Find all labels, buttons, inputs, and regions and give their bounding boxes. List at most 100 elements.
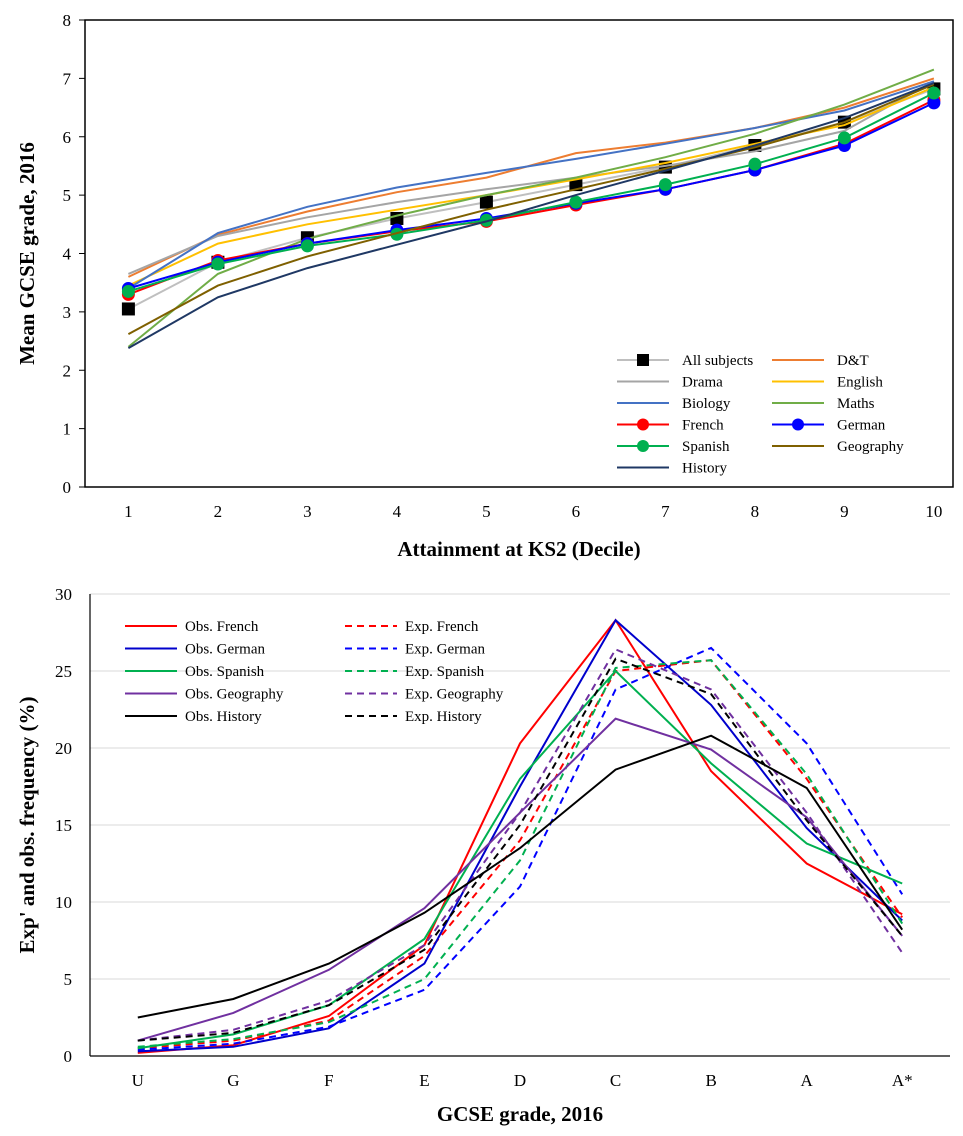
chart-2-x-tick-label: C <box>610 1071 621 1090</box>
chart-1-data-point <box>479 195 493 209</box>
chart-1-x-tick-label: 3 <box>303 502 312 521</box>
legend-item-exp-spanish: Exp. Spanish <box>345 664 485 680</box>
chart-2-y-tick-label: 25 <box>55 662 72 681</box>
chart-1-data-point <box>300 239 314 253</box>
chart-2-x-tick-label: F <box>324 1071 333 1090</box>
chart-1-y-tick-label: 1 <box>63 420 72 439</box>
chart-1-y-tick-label: 7 <box>63 69 72 88</box>
chart-1-data-point <box>837 131 851 145</box>
chart-1-mean-gcse-by-ks2: 0 1 2 3 4 5 6 7 8 1 2 3 4 5 6 7 8 9 10 Attainment at KS2 (D… <box>15 11 954 561</box>
legend-label: Exp. Spanish <box>405 664 485 680</box>
legend-label: English <box>837 375 883 391</box>
chart-1-data-point <box>479 213 493 227</box>
chart-2-series-line-obs-german <box>137 618 903 1053</box>
legend-label: Biology <box>682 396 731 412</box>
chart-1-data-point <box>390 227 404 241</box>
chart-2-series-line-obs-history <box>137 734 904 1019</box>
chart-2-series-line-obs-french <box>137 618 903 1054</box>
chart-2-x-tick-label: U <box>132 1071 144 1090</box>
legend-item-obs-geography: Obs. Geography <box>125 687 284 703</box>
legend-item-history: History <box>617 461 728 477</box>
chart-2-series-line-obs-spanish <box>137 669 903 1050</box>
legend-label: German <box>837 418 886 434</box>
chart-2-x-tick-label: B <box>705 1071 716 1090</box>
chart-1-series-geography <box>127 83 935 335</box>
chart-1-series-history <box>127 82 935 349</box>
legend-item-all-subjects: All subjects <box>617 353 753 369</box>
chart-2-x-axis-title: GCSE grade, 2016 <box>437 1102 603 1126</box>
chart-1-x-tick-label: 8 <box>751 502 760 521</box>
legend-item-exp-history: Exp. History <box>345 709 482 725</box>
legend-label: Obs. German <box>185 642 265 658</box>
legend-item-german: German <box>772 418 886 434</box>
legend-item-obs-french: Obs. French <box>125 619 259 635</box>
chart-1-data-point <box>927 96 941 110</box>
chart-1-legend: All subjects D&T Drama English Biology Maths F… <box>617 353 904 477</box>
chart-1-data-point <box>927 86 941 100</box>
legend-label: Exp. Geography <box>405 687 504 703</box>
chart-1-x-axis-title: Attainment at KS2 (Decile) <box>397 537 640 561</box>
chart-1-plot-frame <box>84 19 954 488</box>
chart-1-series-line-geography <box>127 83 935 335</box>
chart-1-data-point <box>121 284 135 298</box>
chart-1-series-d-t <box>127 77 935 278</box>
legend-label: D&T <box>837 353 869 369</box>
legend-label: Obs. History <box>185 709 262 725</box>
legend-label: All subjects <box>682 353 753 369</box>
legend-item-maths: Maths <box>772 396 875 412</box>
legend-item-biology: Biology <box>617 396 731 412</box>
chart-1-y-tick-label: 4 <box>63 245 72 264</box>
chart-1-y-axis-title: Mean GCSE grade, 2016 <box>15 142 39 365</box>
legend-label: Maths <box>837 396 875 412</box>
chart-2-series-line-exp-history <box>137 657 903 1042</box>
chart-1-x-tick-label: 6 <box>572 502 581 521</box>
chart-1-series-line-d-t <box>127 77 935 278</box>
chart-2-y-tick-label: 20 <box>55 739 72 758</box>
chart-1-data-point <box>748 157 762 171</box>
chart-2-series-line-exp-spanish <box>137 659 904 1048</box>
chart-1-y-tick-label: 8 <box>63 11 72 30</box>
chart-2-grade-frequency: 0 5 10 15 20 25 30 U G F E D C B A A* GCSE grade, 2016 Ex… <box>15 585 950 1126</box>
legend-item-obs-history: Obs. History <box>125 709 262 725</box>
legend-label: Obs. French <box>185 619 259 635</box>
chart-2-series-line-exp-german <box>137 646 904 1051</box>
chart-1-series-line-french <box>128 99 935 296</box>
chart-1-data-point <box>658 178 672 192</box>
chart-1-data-point <box>569 195 583 209</box>
legend-item-english: English <box>772 375 883 391</box>
chart-2-legend: Obs. French Exp. French Obs. German Exp. Ge… <box>125 619 504 725</box>
legend-item-d-t: D&T <box>772 353 869 369</box>
legend-swatch-marker <box>637 418 649 431</box>
chart-1-y-tick-label: 6 <box>63 128 72 147</box>
chart-1-series-line-spanish <box>128 92 935 293</box>
chart-1-x-tick-label: 4 <box>393 502 402 521</box>
legend-swatch-marker <box>637 440 649 452</box>
legend-label: French <box>682 418 724 434</box>
legend-label: Spanish <box>682 439 730 455</box>
chart-1-y-tick-label: 0 <box>63 478 72 497</box>
chart-1-x-tick-label: 5 <box>482 502 491 521</box>
legend-item-obs-german: Obs. German <box>125 642 265 658</box>
legend-item-obs-spanish: Obs. Spanish <box>125 664 265 680</box>
legend-label: Drama <box>682 375 723 391</box>
legend-item-exp-german: Exp. German <box>345 642 485 658</box>
chart-2-series-line-exp-french <box>137 659 904 1050</box>
chart-2-y-tick-label: 10 <box>55 893 72 912</box>
chart-1-x-tick-label: 9 <box>840 502 849 521</box>
chart-2-x-tick-label: A* <box>892 1071 913 1090</box>
chart-2-y-tick-label: 5 <box>64 970 73 989</box>
legend-swatch-marker <box>637 354 649 366</box>
chart-2-x-tick-label: E <box>419 1071 429 1090</box>
legend-label: Exp. French <box>405 619 479 635</box>
legend-item-geography: Geography <box>772 439 904 455</box>
chart-1-series-line-maths <box>127 68 935 348</box>
chart-2-y-tick-label: 0 <box>64 1047 73 1066</box>
chart-2-x-tick-label: A <box>801 1071 814 1090</box>
chart-1-series-french <box>121 93 941 301</box>
chart-1-y-tick-label: 5 <box>63 186 72 205</box>
legend-label: History <box>682 461 728 477</box>
chart-1-x-tick-label: 7 <box>661 502 670 521</box>
chart-2-x-tick-label: G <box>227 1071 239 1090</box>
legend-label: Geography <box>837 439 904 455</box>
